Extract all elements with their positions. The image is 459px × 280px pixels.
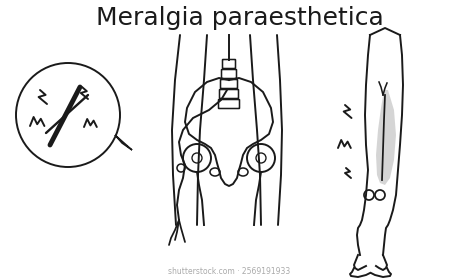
Polygon shape bbox=[376, 90, 396, 185]
Text: Meralgia paraesthetica: Meralgia paraesthetica bbox=[96, 6, 384, 30]
Text: shutterstock.com · 2569191933: shutterstock.com · 2569191933 bbox=[168, 267, 290, 277]
Polygon shape bbox=[115, 135, 132, 150]
